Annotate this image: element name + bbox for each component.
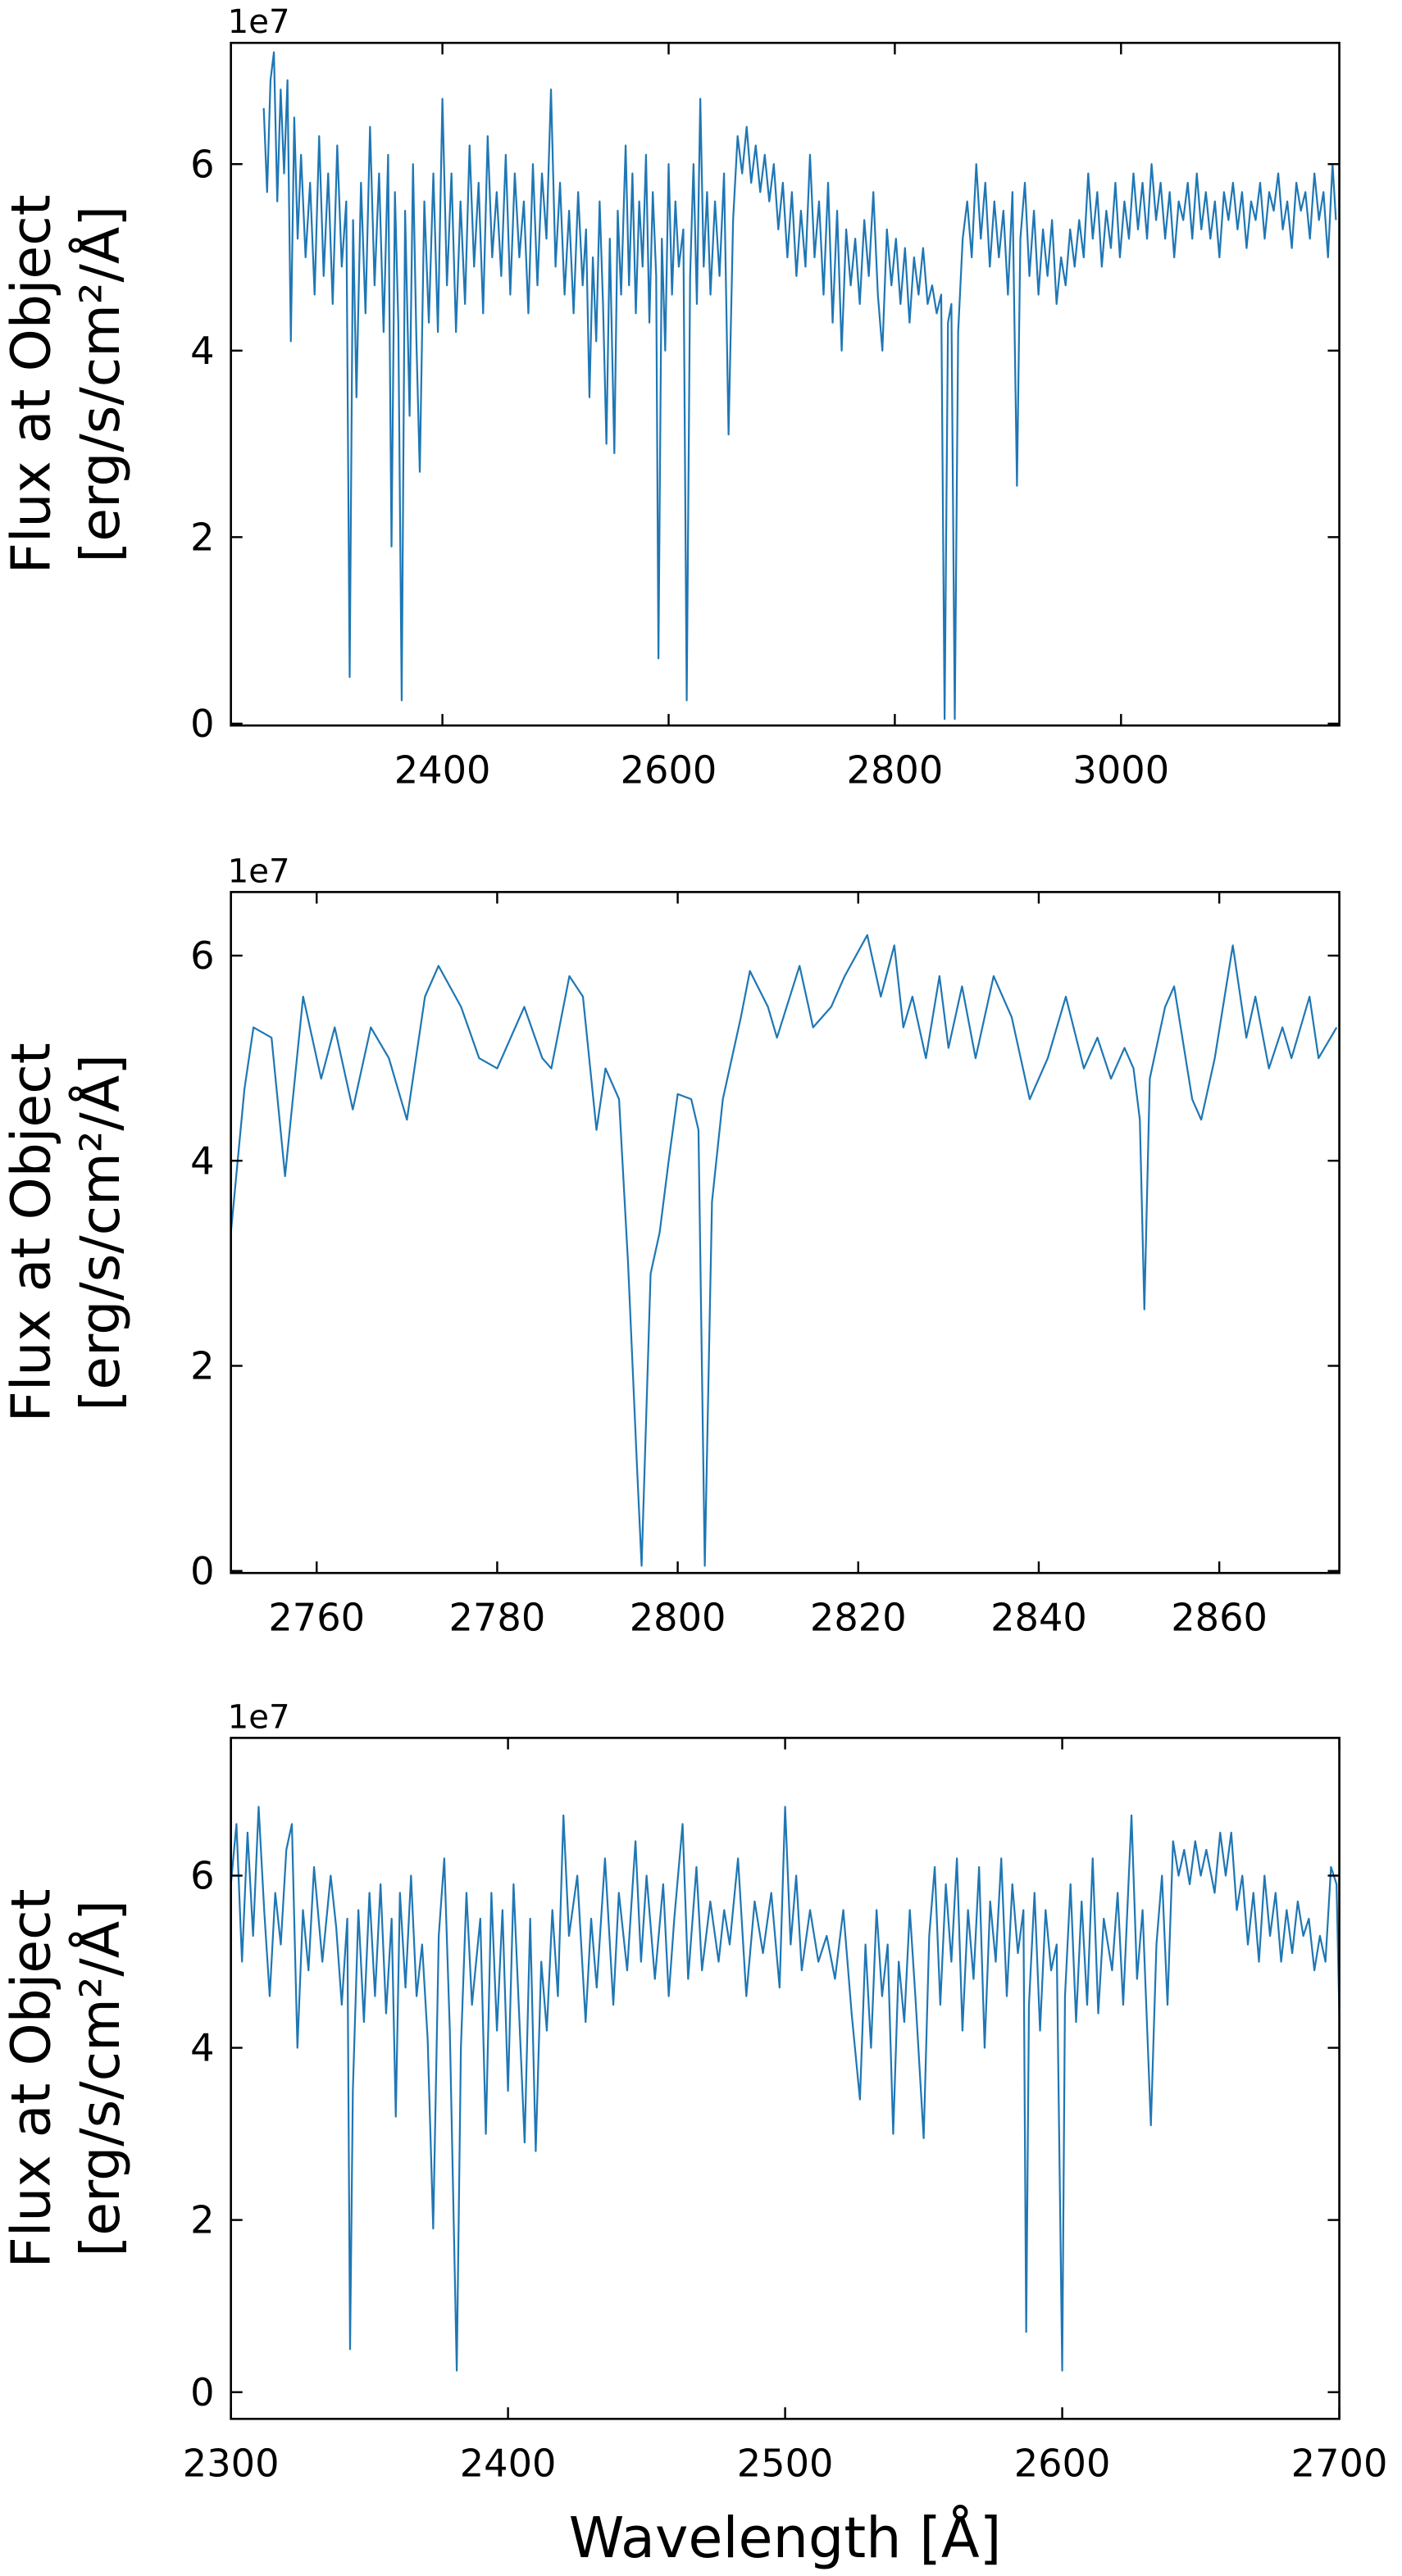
y-axis-label: Flux at Object xyxy=(0,1043,62,1422)
x-tick-label: 2500 xyxy=(737,2442,834,2486)
y-tick-label: 0 xyxy=(190,1549,214,1593)
x-tick-label: 2600 xyxy=(1014,2442,1111,2486)
y-tick-label: 4 xyxy=(190,2026,214,2070)
x-tick-label: 3000 xyxy=(1072,748,1169,793)
x-tick-label: 2600 xyxy=(621,748,717,793)
y-tick-label: 2 xyxy=(190,515,214,559)
x-tick-label: 2820 xyxy=(810,1596,907,1640)
axes-frame xyxy=(230,42,1341,727)
x-tick-label: 2800 xyxy=(630,1596,726,1640)
plot-area xyxy=(230,1806,1340,2372)
y-tick-label: 4 xyxy=(190,329,214,373)
y-tick-label: 2 xyxy=(190,1344,214,1388)
y-tick-label: 2 xyxy=(190,2198,214,2242)
offset-label: 1e7 xyxy=(228,1698,290,1736)
y-tick-label: 6 xyxy=(190,1854,214,1898)
x-tick-label: 2760 xyxy=(268,1596,365,1640)
spectrum-line xyxy=(230,934,1338,1567)
x-tick-label: 2840 xyxy=(990,1596,1087,1640)
y-axis-label: [erg/s/cm²/Å] xyxy=(68,206,132,563)
x-tick-label: 2800 xyxy=(847,748,944,793)
y-axis-label: Flux at Object xyxy=(0,1888,62,2268)
y-tick-label: 4 xyxy=(190,1138,214,1183)
y-tick-label: 0 xyxy=(190,702,214,746)
y-tick-label: 6 xyxy=(190,142,214,186)
spectrum-line xyxy=(262,51,1337,720)
x-tick-label: 2700 xyxy=(1291,2442,1388,2486)
y-axis-label: [erg/s/cm²/Å] xyxy=(68,1054,132,1411)
x-axis-label: Wavelength [Å] xyxy=(569,2505,1002,2571)
spectrum-line xyxy=(230,1806,1340,2372)
x-tick-label: 2860 xyxy=(1171,1596,1268,1640)
y-tick-label: 6 xyxy=(190,934,214,978)
offset-label: 1e7 xyxy=(228,3,290,41)
y-axis-label: [erg/s/cm²/Å] xyxy=(68,1900,132,2257)
x-tick-label: 2300 xyxy=(183,2442,280,2486)
axes-frame xyxy=(230,891,1341,1574)
y-tick-label: 0 xyxy=(190,2370,214,2415)
plot-area xyxy=(262,51,1337,720)
y-axis-label: Flux at Object xyxy=(0,194,62,574)
x-tick-label: 2400 xyxy=(394,748,491,793)
plot-area xyxy=(230,934,1338,1567)
x-tick-label: 2400 xyxy=(460,2442,557,2486)
offset-label: 1e7 xyxy=(228,852,290,890)
x-tick-label: 2780 xyxy=(449,1596,546,1640)
